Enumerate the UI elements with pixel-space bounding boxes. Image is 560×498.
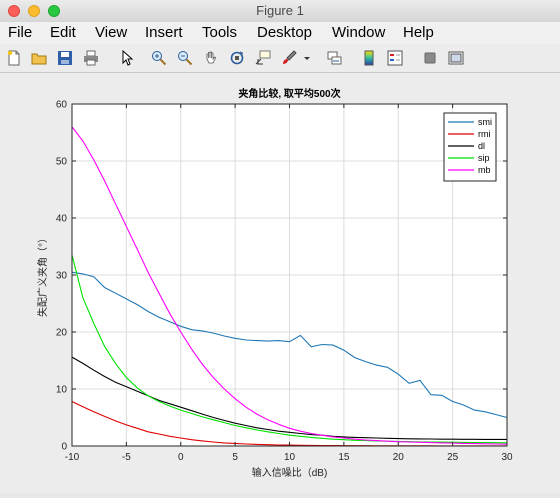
zoom-in-icon[interactable] — [151, 50, 167, 66]
x-tick-label: 25 — [447, 452, 459, 463]
colorbar-icon[interactable] — [361, 50, 377, 66]
x-tick-label: -10 — [65, 452, 80, 463]
y-tick-label: 20 — [56, 328, 68, 339]
menu-view[interactable]: View — [95, 24, 128, 41]
x-tick-label: 5 — [232, 452, 238, 463]
maximize-window-button[interactable] — [48, 5, 60, 17]
toolbar — [0, 44, 560, 73]
y-tick-label: 50 — [56, 157, 68, 168]
y-tick-label: 60 — [56, 100, 68, 111]
y-tick-label: 10 — [56, 385, 68, 396]
series-line-sip — [71, 254, 508, 444]
x-tick-label: 15 — [338, 452, 350, 463]
y-tick-label: 30 — [56, 271, 68, 282]
link-plot-icon[interactable] — [327, 50, 343, 66]
series-line-smi — [71, 271, 508, 419]
menu-desktop[interactable]: Desktop — [257, 24, 313, 41]
dropdown-arrow-icon[interactable] — [302, 50, 312, 66]
save-icon[interactable] — [57, 50, 73, 66]
series-line-mb — [71, 126, 508, 445]
x-tick-label: 20 — [393, 452, 405, 463]
brush-icon[interactable] — [281, 50, 297, 66]
legend-label-mb: mb — [478, 165, 491, 175]
menu-file[interactable]: File — [8, 24, 33, 41]
plot-axes[interactable]: -10 -5 0 5 10 15 20 25 30 0 10 20 30 40 50 60 夹角比较, 取平均5… — [0, 73, 560, 493]
menu-window[interactable]: Window — [332, 24, 386, 41]
menu-help[interactable]: Help — [403, 24, 434, 41]
menu-edit[interactable]: Edit — [50, 24, 76, 41]
legend-label-smi: smi — [478, 117, 492, 127]
new-file-icon[interactable] — [6, 50, 22, 66]
minimize-window-button[interactable] — [28, 5, 40, 17]
x-tick-label: 0 — [178, 452, 184, 463]
hide-plot-tools-icon[interactable] — [422, 50, 438, 66]
window-title: Figure 1 — [256, 3, 304, 18]
print-icon[interactable] — [83, 50, 99, 66]
y-tick-label: 40 — [56, 214, 68, 225]
y-axis-label: 失配广义夹角（°） — [36, 233, 49, 317]
legend-icon[interactable] — [387, 50, 403, 66]
x-tick-label: 30 — [501, 452, 513, 463]
series-line-dl — [71, 356, 507, 440]
open-folder-icon[interactable] — [31, 50, 47, 66]
zoom-out-icon[interactable] — [177, 50, 193, 66]
chart-title: 夹角比较, 取平均500次 — [238, 87, 340, 100]
legend-label-dl: dl — [478, 141, 485, 151]
legend-label-sip: sip — [478, 153, 490, 163]
x-tick-label: -5 — [122, 452, 131, 463]
menu-insert[interactable]: Insert — [145, 24, 183, 41]
menu-bar: File Edit View Insert Tools Desktop Wind… — [0, 22, 560, 44]
pointer-icon[interactable] — [119, 50, 135, 66]
x-tick-label: 10 — [284, 452, 296, 463]
show-plot-tools-icon[interactable] — [448, 50, 464, 66]
pan-hand-icon[interactable] — [203, 50, 219, 66]
menu-tools[interactable]: Tools — [202, 24, 238, 41]
figure-canvas: -10 -5 0 5 10 15 20 25 30 0 10 20 30 40 50 60 夹角比较, 取平均5… — [0, 73, 560, 493]
x-axis-label: 输入信噪比（dB) — [252, 466, 328, 479]
close-window-button[interactable] — [8, 5, 20, 17]
y-tick-label: 0 — [61, 442, 67, 453]
data-cursor-icon[interactable] — [255, 50, 271, 66]
legend-label-rmi: rmi — [478, 129, 491, 139]
rotate-3d-icon[interactable] — [229, 50, 245, 66]
title-bar: Figure 1 — [0, 0, 560, 23]
